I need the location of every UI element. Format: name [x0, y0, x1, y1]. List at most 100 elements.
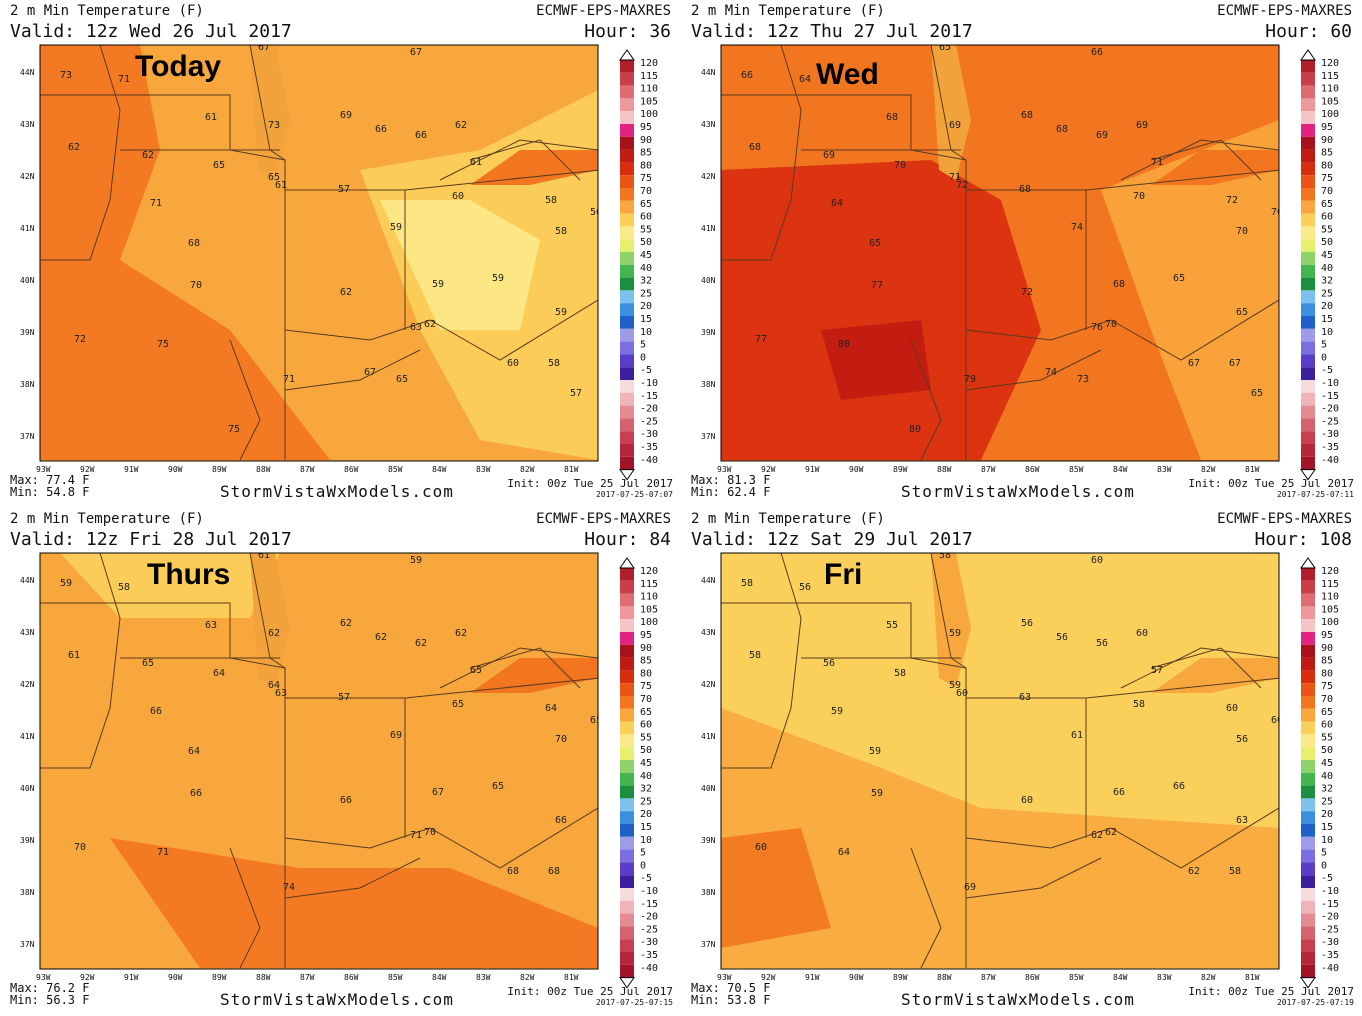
colorbar-tick-label: -20: [1321, 404, 1339, 415]
latitude-label: 39N: [701, 328, 716, 337]
colorbar-swatch: [620, 392, 634, 406]
temperature-shading: [721, 708, 1279, 968]
latitude-label: 38N: [20, 888, 35, 897]
max-min-stats: Max: 77.4 F Min: 54.8 F: [10, 474, 89, 498]
colorbar-tick-label: -30: [1321, 429, 1339, 440]
temperature-label: 70: [74, 842, 86, 853]
colorbar-swatch: [1301, 213, 1315, 227]
temperature-label: 66: [1173, 781, 1185, 792]
state-border: [439, 647, 598, 689]
temperature-label: 60: [1226, 703, 1238, 714]
state-border: [721, 602, 961, 659]
colorbar-tick-label: 5: [640, 340, 646, 351]
colorbar-swatch: [1301, 875, 1315, 888]
temperature-shading: [380, 200, 540, 330]
colorbar-tick-label: 5: [640, 848, 646, 859]
latitude-label: 41N: [20, 224, 35, 233]
site-name: StormVistaWxModels.com: [220, 990, 454, 1009]
colorbar-swatch: [620, 239, 634, 252]
state-border: [469, 647, 581, 689]
longitude-label: 82W: [1201, 973, 1216, 982]
colorbar-tick-label: -40: [1321, 455, 1339, 466]
longitude-label: 83W: [476, 973, 491, 982]
colorbar-tick-label: 90: [640, 643, 652, 654]
latitude-label: 40N: [20, 276, 35, 285]
colorbar-swatch: [620, 188, 634, 201]
forecast-hour: Hour: 84: [584, 529, 671, 550]
colorbar-tick-label: -40: [1321, 963, 1339, 974]
colorbar-tick-label: 120: [640, 58, 658, 69]
colorbar-swatch: [1301, 456, 1315, 470]
colorbar-tick-label: 32: [640, 784, 652, 795]
temperature-label: 70: [424, 827, 436, 838]
colorbar-tick-label: 0: [1321, 352, 1327, 363]
colorbar-arrow-top: [619, 49, 635, 61]
colorbar-swatch: [1301, 939, 1315, 952]
temperature-label: 63: [410, 322, 422, 333]
latitude-label: 40N: [701, 784, 716, 793]
colorbar-arrow-bottom: [1300, 469, 1316, 481]
colorbar-tick-label: 110: [640, 592, 658, 603]
timestamp: 2017-07-25-07:11: [1276, 490, 1354, 499]
colorbar-tick-label: 90: [1321, 643, 1333, 654]
temperature-label: 61: [470, 157, 482, 168]
longitude-label: 90W: [168, 973, 183, 982]
colorbar-swatch: [1301, 303, 1315, 316]
colorbar-swatch: [620, 175, 634, 188]
colorbar-swatch: [1301, 290, 1315, 304]
colorbar-tick-label: 55: [1321, 224, 1333, 235]
temperature-label: 60: [507, 358, 519, 369]
temperature-label: 64: [188, 746, 200, 757]
colorbar-swatch: [620, 964, 634, 978]
colorbar-tick-label: 32: [1321, 784, 1333, 795]
longitude-label: 92W: [761, 973, 776, 982]
colorbar-tick-label: 0: [640, 352, 646, 363]
model-name: ECMWF-EPS-MAXRES: [1217, 511, 1352, 527]
colorbar-swatch: [620, 264, 634, 278]
map-title: 2 m Min Temperature (F): [10, 511, 204, 527]
temperature-label: 80: [838, 339, 850, 350]
temperature-label: 62: [68, 142, 80, 153]
colorbar-tick-label: 32: [640, 276, 652, 287]
colorbar-tick-label: -20: [640, 912, 658, 923]
temperature-label: 64: [831, 198, 843, 209]
init-info: Init: 00z Tue 25 Jul 2017 2017-07-25-07:1…: [1188, 986, 1354, 1008]
colorbar-swatch: [1301, 824, 1315, 837]
latitude-label: 42N: [20, 172, 35, 181]
temperature-label: 68: [507, 866, 519, 877]
longitude-label: 86W: [344, 973, 359, 982]
colorbar-tick-label: 65: [640, 199, 652, 210]
colorbar-swatch: [620, 888, 634, 901]
temperature-label: 64: [545, 703, 557, 714]
temperature-label: 59: [492, 273, 504, 284]
temperature-label: 79: [964, 374, 976, 385]
temperature-label: 64: [268, 680, 280, 691]
colorbar-tick-label: 95: [640, 630, 652, 641]
colorbar-swatch: [620, 456, 634, 470]
temperature-label: 71: [1151, 157, 1163, 168]
colorbar-tick-label: 20: [1321, 301, 1333, 312]
timestamp: 2017-07-25-07:07: [595, 490, 673, 499]
longitude-label: 81W: [564, 973, 579, 982]
colorbar-swatch: [620, 316, 634, 329]
temperature-label: 63: [1019, 692, 1031, 703]
timestamp: 2017-07-25-07:19: [1276, 998, 1354, 1007]
longitude-label: 91W: [805, 973, 820, 982]
temperature-label: 65: [1173, 273, 1185, 284]
colorbar-tick-label: 95: [1321, 122, 1333, 133]
colorbar-tick-label: 115: [1321, 71, 1339, 82]
model-name: ECMWF-EPS-MAXRES: [1217, 3, 1352, 19]
temperature-label: 65: [268, 172, 280, 183]
temperature-label: 71: [157, 847, 169, 858]
temperature-label: 70: [894, 160, 906, 171]
valid-time: Valid: 12z Thu 27 Jul 2017: [691, 21, 973, 42]
colorbar-swatch: [1301, 593, 1315, 607]
temperature-label: 56: [823, 658, 835, 669]
longitude-label: 93W: [36, 973, 51, 982]
state-border: [284, 349, 421, 391]
colorbar-arrow-top: [1300, 49, 1316, 61]
longitude-label: 89W: [893, 465, 908, 474]
colorbar-tick-label: 75: [640, 173, 652, 184]
colorbar-swatch: [620, 913, 634, 927]
